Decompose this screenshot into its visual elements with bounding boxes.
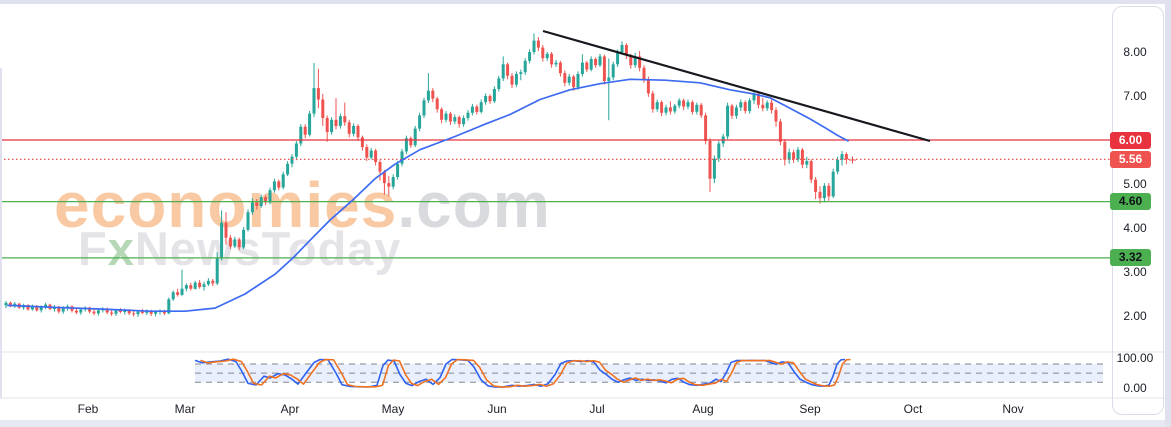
- window-border-left: [0, 68, 2, 398]
- descending-trendline[interactable]: [542, 29, 931, 143]
- price-scale-panel[interactable]: [1112, 6, 1164, 415]
- horizontal-levels: [0, 139, 1112, 259]
- window-border-right: [1165, 0, 1171, 427]
- last-bar-marker: [849, 156, 856, 164]
- stochastic-panel: [194, 358, 1103, 388]
- candlestick-series: [4, 33, 848, 317]
- moving-average-line: [7, 78, 849, 313]
- window-border-top: [0, 0, 1171, 4]
- stochastic-d-line: [200, 358, 851, 388]
- window-border-bottom: [0, 420, 1165, 427]
